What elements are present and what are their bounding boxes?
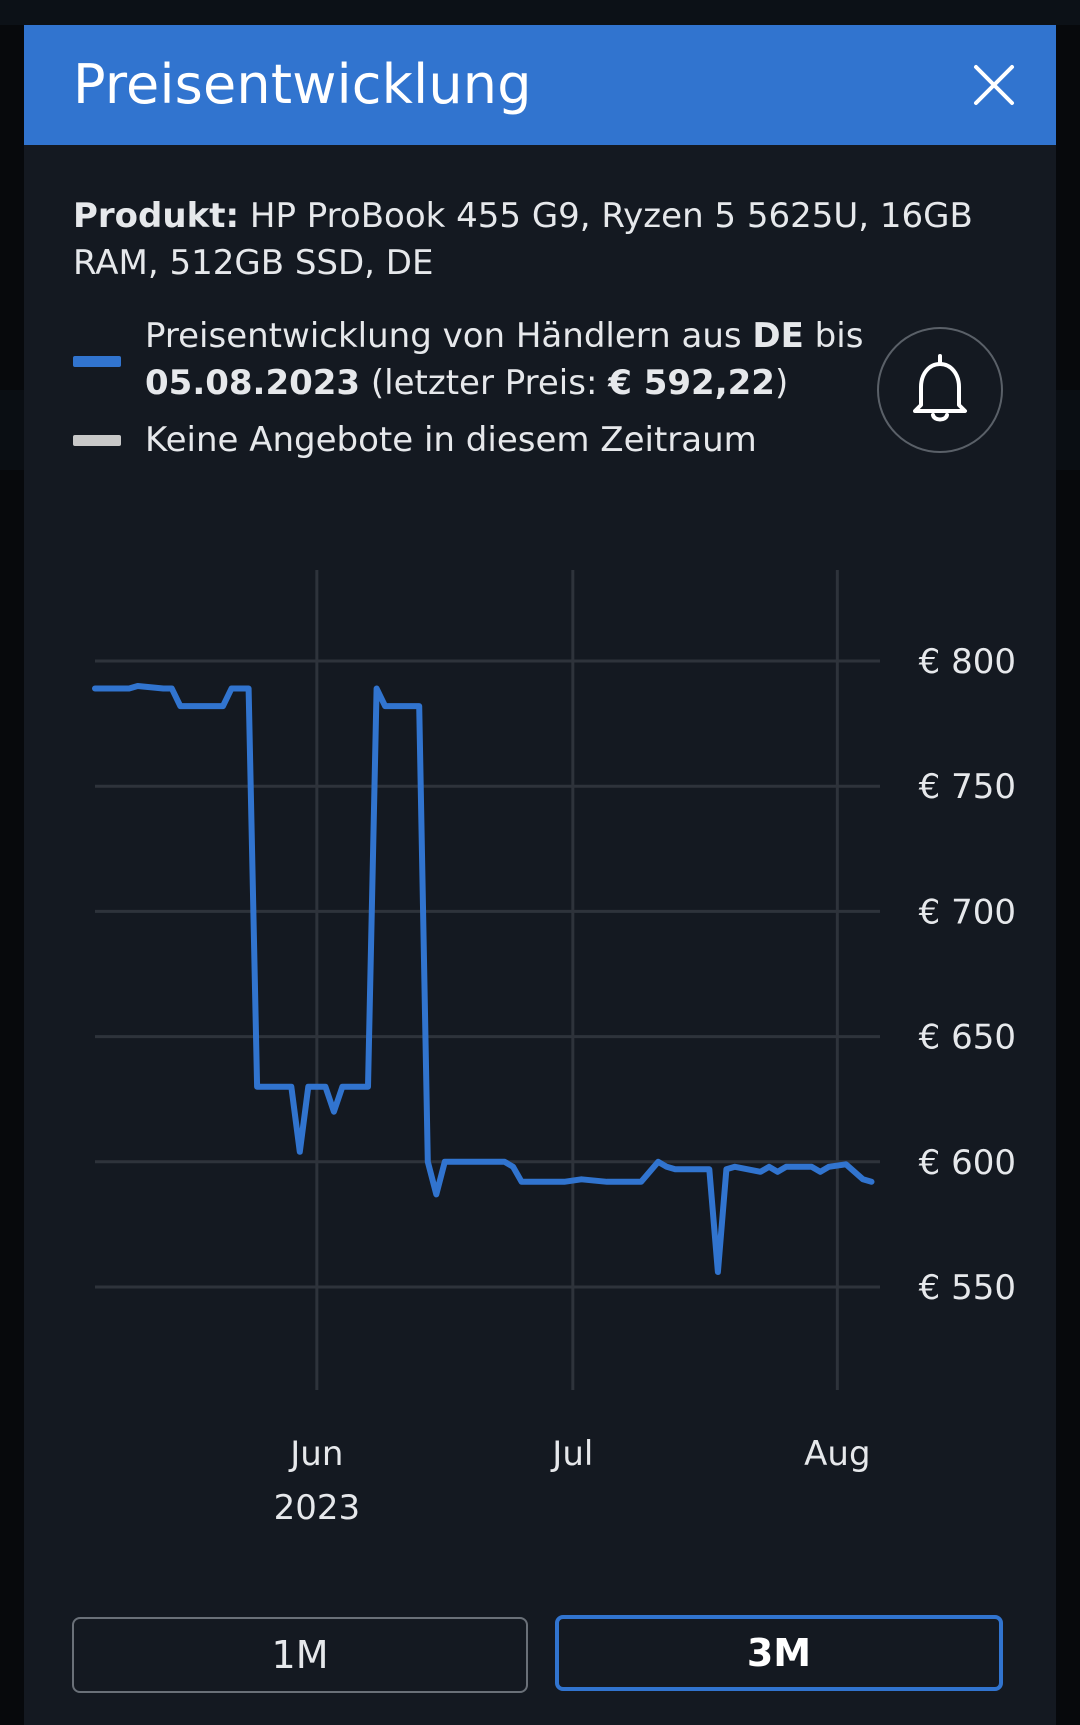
legend-swatch-blue	[73, 356, 121, 367]
legend-last-price: € 592,22	[608, 363, 775, 403]
legend-country: DE	[752, 316, 804, 356]
legend-price-series: Preisentwicklung von Händlern aus DE bis…	[73, 313, 863, 407]
range-button-1m[interactable]: 1M	[72, 1617, 528, 1693]
x-tick-label: Jul	[550, 1434, 593, 1474]
dialog-header: Preisentwicklung	[24, 25, 1056, 145]
y-tick-label: € 800	[919, 642, 1016, 682]
legend-swatch-gray	[73, 435, 121, 446]
product-name: HP ProBook 455 G9, Ryzen 5 5625U, 16GB R…	[73, 196, 973, 283]
y-tick-label: € 550	[919, 1268, 1016, 1308]
y-tick-label: € 700	[919, 892, 1016, 932]
y-tick-label: € 600	[919, 1143, 1016, 1183]
close-icon	[974, 65, 1014, 105]
y-tick-label: € 750	[919, 767, 1016, 807]
range-button-3m[interactable]: 3M	[555, 1615, 1003, 1691]
legend-series-text: Preisentwicklung von Händlern aus DE bis…	[145, 316, 864, 403]
price-alert-button[interactable]	[877, 327, 1003, 453]
legend-no-offers: Keine Angebote in diesem Zeitraum	[73, 417, 853, 464]
price-series-line	[92, 683, 875, 1275]
product-info: Produkt: HP ProBook 455 G9, Ryzen 5 5625…	[73, 193, 1023, 287]
x-tick-label: Aug	[804, 1434, 870, 1474]
bell-icon	[913, 354, 967, 422]
x-tick-label: Jun	[288, 1434, 343, 1474]
price-history-dialog: Preisentwicklung Produkt: HP ProBook 455…	[24, 25, 1056, 1725]
price-chart: € 800 € 750 € 700 € 650 € 600 € 550 Jun 2023 Ju…	[92, 570, 1016, 1528]
dialog-title: Preisentwicklung	[73, 53, 532, 116]
close-button[interactable]	[960, 51, 1028, 119]
backdrop-band	[0, 0, 1080, 25]
x-tick-sublabel: 2023	[274, 1488, 361, 1528]
legend-no-offers-text: Keine Angebote in diesem Zeitraum	[145, 420, 757, 460]
y-tick-label: € 650	[919, 1018, 1016, 1058]
product-label: Produkt:	[73, 196, 240, 236]
legend-date: 05.08.2023	[145, 363, 361, 403]
